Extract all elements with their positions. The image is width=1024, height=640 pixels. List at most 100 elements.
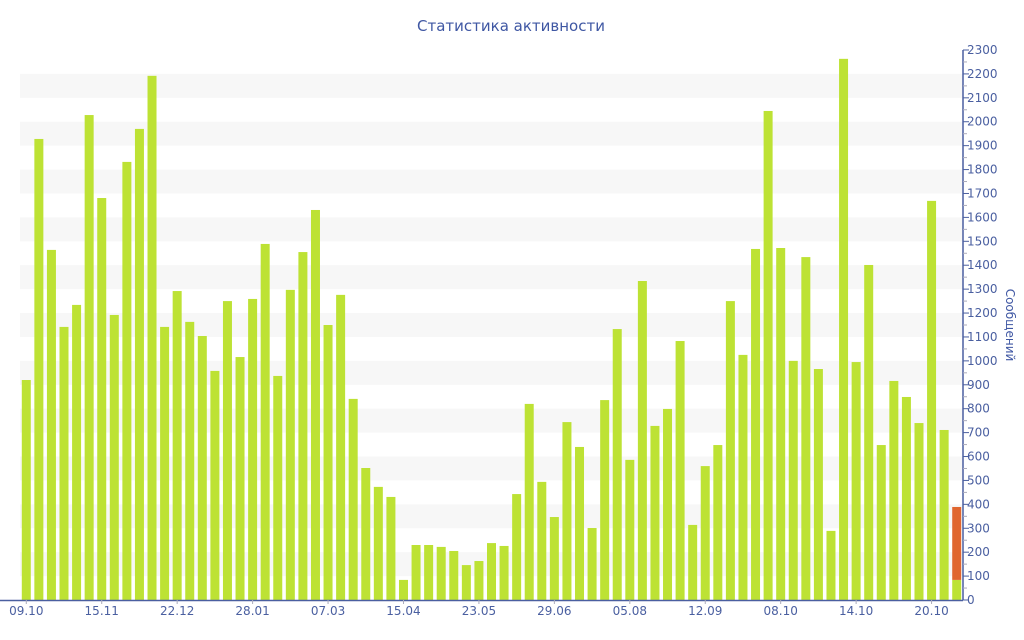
y-tick-label: 1400 bbox=[967, 258, 998, 272]
grid-band bbox=[20, 265, 963, 290]
y-tick-label: 2100 bbox=[967, 91, 998, 105]
bar-main bbox=[197, 336, 207, 600]
x-tick-label: 07.03 bbox=[311, 604, 345, 618]
bar-main bbox=[109, 314, 119, 600]
bar-main bbox=[776, 248, 786, 600]
bar-main bbox=[864, 264, 874, 600]
y-tick-label: 1600 bbox=[967, 210, 998, 224]
x-tick-label: 22.12 bbox=[160, 604, 194, 618]
bar-main bbox=[939, 429, 949, 600]
bar-main bbox=[889, 380, 899, 600]
y-axis-label: Сообщений bbox=[1003, 289, 1017, 362]
bar-main bbox=[688, 524, 698, 600]
bar-current bbox=[952, 506, 962, 580]
bar-main bbox=[386, 496, 396, 600]
y-tick-label: 2000 bbox=[967, 115, 998, 129]
bar-main bbox=[625, 459, 635, 600]
y-tick-label: 0 bbox=[967, 593, 975, 607]
bar-main bbox=[675, 341, 685, 600]
x-tick-label: 09.10 bbox=[9, 604, 43, 618]
bar-main bbox=[562, 422, 572, 600]
bar-main bbox=[59, 326, 69, 600]
bar-main bbox=[788, 360, 798, 600]
bar-main bbox=[600, 400, 610, 600]
bar-main bbox=[373, 486, 383, 600]
bar-main bbox=[210, 370, 220, 600]
y-tick-label: 1800 bbox=[967, 163, 998, 177]
bar-main bbox=[34, 138, 44, 600]
y-tick-label: 800 bbox=[967, 402, 990, 416]
bar-main bbox=[348, 398, 358, 600]
y-tick-label: 1200 bbox=[967, 306, 998, 320]
bar-main bbox=[336, 294, 346, 600]
bar-main bbox=[235, 357, 245, 600]
y-tick-label: 1100 bbox=[967, 330, 998, 344]
bar-main bbox=[273, 375, 283, 600]
bar-main bbox=[461, 565, 471, 600]
bar-main bbox=[134, 128, 144, 601]
bar-main bbox=[876, 445, 886, 600]
bar-main bbox=[851, 362, 861, 600]
bar-main bbox=[222, 301, 232, 600]
bar-main bbox=[587, 528, 597, 600]
bar-main bbox=[700, 466, 710, 600]
grid-band bbox=[20, 73, 963, 98]
y-tick-label: 1000 bbox=[967, 354, 998, 368]
bar-main bbox=[650, 425, 660, 600]
bar-main bbox=[637, 281, 647, 600]
bar-main bbox=[725, 301, 735, 600]
x-tick-label: 29.06 bbox=[537, 604, 571, 618]
bar-main bbox=[398, 579, 408, 600]
bar-main bbox=[499, 545, 509, 600]
y-tick-label: 900 bbox=[967, 378, 990, 392]
grid-band bbox=[20, 217, 963, 242]
bar-main bbox=[549, 517, 559, 600]
bar-main bbox=[801, 257, 811, 600]
bar-main bbox=[537, 481, 547, 600]
x-tick-label: 20.10 bbox=[914, 604, 948, 618]
bar-main bbox=[839, 58, 849, 600]
y-tick-label: 2300 bbox=[967, 43, 998, 57]
bar-main bbox=[474, 561, 484, 600]
bar-main bbox=[575, 446, 585, 600]
x-tick-label: 23.05 bbox=[462, 604, 496, 618]
bar-main bbox=[310, 209, 320, 600]
bar-main bbox=[72, 304, 82, 600]
y-axis: 0 100 200 300 400 500 600 700 800 900 1000 1100 1200… bbox=[962, 43, 998, 607]
bar-main bbox=[97, 198, 107, 601]
grid-bands bbox=[20, 73, 963, 577]
y-tick-label: 600 bbox=[967, 450, 990, 464]
bar-main bbox=[813, 369, 823, 600]
x-tick-label: 05.08 bbox=[613, 604, 647, 618]
y-tick-label: 300 bbox=[967, 521, 990, 535]
y-tick-label: 2200 bbox=[967, 67, 998, 81]
x-tick-label: 08.10 bbox=[764, 604, 798, 618]
bar-main bbox=[914, 423, 924, 600]
bar-main bbox=[172, 291, 182, 600]
chart-title: Статистика активности bbox=[417, 17, 605, 35]
x-tick-label: 28.01 bbox=[235, 604, 269, 618]
bar-main bbox=[952, 579, 962, 600]
bar-main bbox=[927, 200, 937, 601]
y-tick-label: 100 bbox=[967, 569, 990, 583]
x-tick-label: 14.10 bbox=[839, 604, 873, 618]
x-tick-label: 15.11 bbox=[85, 604, 119, 618]
bar-main bbox=[122, 161, 132, 601]
bar-main bbox=[713, 445, 723, 600]
bars bbox=[21, 58, 962, 601]
y-tick-label: 500 bbox=[967, 473, 990, 487]
bar-main bbox=[487, 543, 496, 600]
bar-main bbox=[663, 408, 673, 600]
bar-main bbox=[436, 546, 446, 600]
y-tick-label: 700 bbox=[967, 426, 990, 440]
x-tick-label: 12.09 bbox=[688, 604, 722, 618]
bar-main bbox=[361, 468, 371, 600]
grid-band bbox=[20, 169, 963, 194]
bar-main bbox=[424, 545, 434, 600]
bar-main bbox=[751, 248, 761, 600]
bar-main bbox=[901, 396, 911, 600]
y-tick-label: 1900 bbox=[967, 139, 998, 153]
y-tick-label: 1300 bbox=[967, 282, 998, 296]
y-tick-label: 400 bbox=[967, 497, 990, 511]
